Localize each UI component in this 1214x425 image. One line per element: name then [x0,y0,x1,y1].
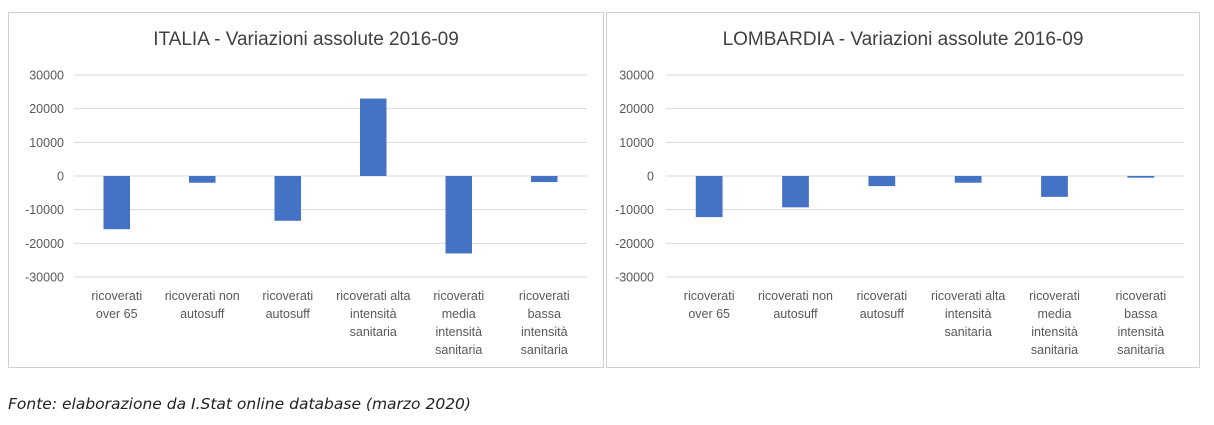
category-label: ricoverati bassa intensità sanitaria [519,289,570,357]
y-tick-label: -20000 [25,237,64,251]
bar [782,176,809,208]
y-tick-label: 10000 [619,136,654,150]
bar [954,176,982,183]
category-label: ricoverati alta intensità sanitaria [336,289,410,339]
category-label: ricoverati alta intensità sanitaria [931,289,1005,339]
y-tick-label: 0 [647,170,654,184]
category-label: ricoverati over 65 [91,289,142,321]
category-label: ricoverati non autosuff [758,289,833,321]
y-tick-label: -20000 [615,237,654,251]
bar [359,98,387,176]
category-label: ricoverati bassa intensità sanitaria [1115,289,1166,357]
chart-title: ITALIA - Variazioni assolute 2016-09 [153,29,459,50]
bar [188,176,216,183]
y-tick-label: -30000 [25,271,64,285]
bar [1127,176,1155,178]
category-label: ricoverati media intensità sanitaria [433,289,484,357]
y-tick-label: 0 [57,170,64,184]
y-tick-label: -10000 [615,203,654,217]
bar-chart-lombardia: 30000 20000 10000 0 -10000 -20000 -30000 ricove… [615,69,1184,357]
bar [1041,176,1068,197]
category-label: ricoverati media intensità sanitaria [1029,289,1080,357]
y-tick-label: 30000 [29,69,64,83]
bar [103,176,131,230]
source-note: Fonte: elaborazione da I.Stat online dat… [8,395,471,413]
y-tick-label: 10000 [29,136,64,150]
category-label: ricoverati non autosuff [165,289,240,321]
bar [695,176,723,218]
chart-panel-italia: ITALIA - Variazioni assolute 2016-09 300… [8,12,604,368]
chart-panel-lombardia: LOMBARDIA - Variazioni assolute 2016-09 … [606,12,1200,368]
bar [274,176,302,221]
y-tick-label: 20000 [619,102,654,116]
y-tick-label: 20000 [29,102,64,116]
y-tick-label: 30000 [619,69,654,83]
bar [445,176,473,254]
bar [530,176,558,183]
category-label: ricoverati autosuff [856,289,907,321]
y-tick-label: -10000 [25,203,64,217]
bar [868,176,896,187]
chart-title: LOMBARDIA - Variazioni assolute 2016-09 [722,29,1084,50]
category-label: ricoverati autosuff [262,289,313,321]
bar-chart-italia: 30000 20000 10000 0 -10000 -20000 -30000 ricove… [25,69,587,357]
category-label: ricoverati over 65 [684,289,735,321]
y-tick-label: -30000 [615,271,654,285]
